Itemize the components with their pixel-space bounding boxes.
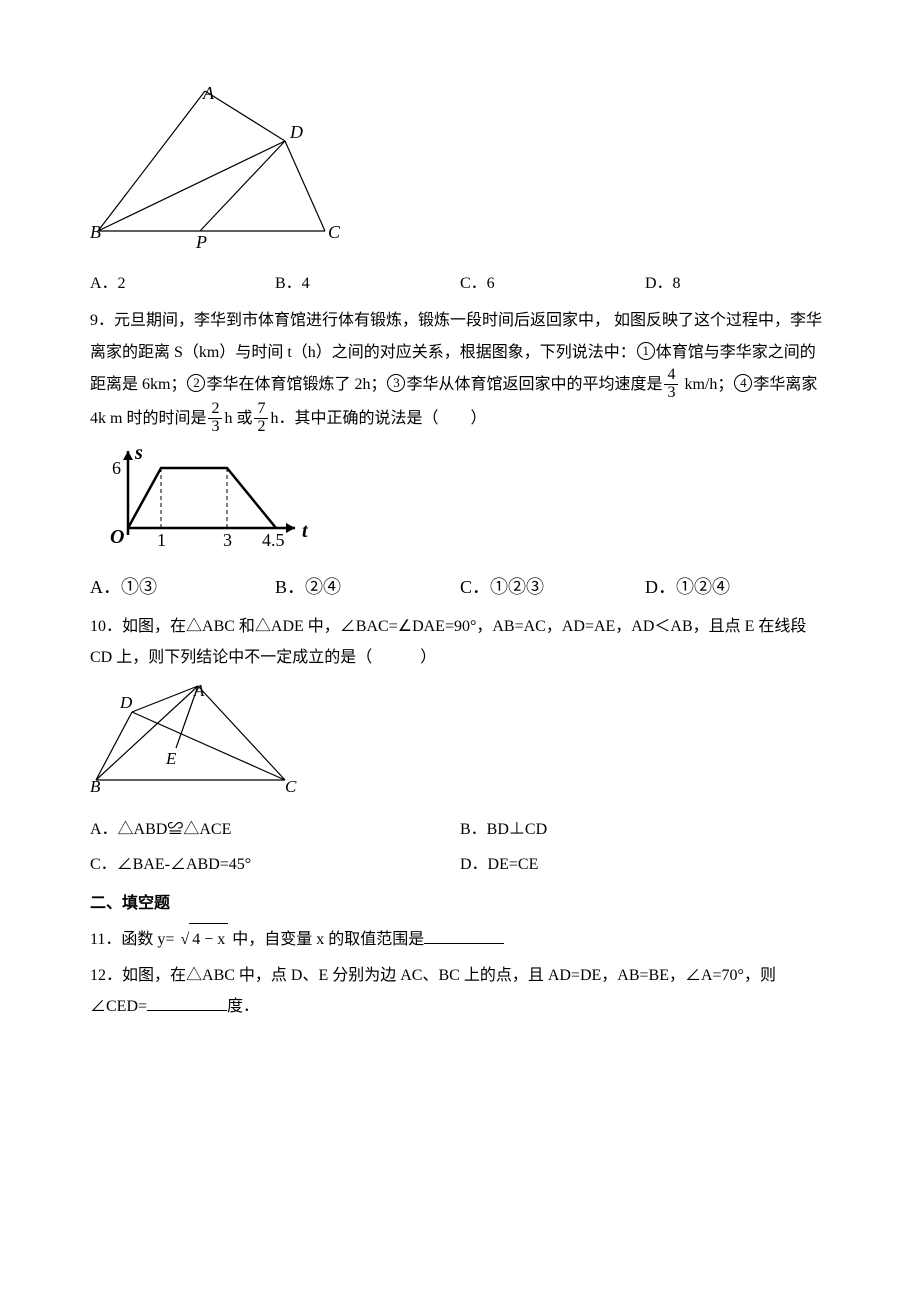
label-B2: B (90, 777, 101, 795)
label-E2: E (165, 749, 177, 768)
circled-1: 1 (637, 342, 655, 360)
q10-options: A．△ABD≌△ACE B．BD⊥CD C．∠BAE-∠ABD=45° D．DE… (90, 812, 830, 882)
q8-figure: A B P C D (90, 86, 830, 262)
label-A2: A (193, 681, 205, 700)
q9-s3-unit: km/h； (684, 376, 733, 393)
q10-text: 10．如图，在△ABC 和△ADE 中，∠BAC=∠DAE=90°，AB=AC，… (90, 611, 830, 673)
circled-3: 3 (387, 374, 405, 392)
sqrt-icon: √4 − x (180, 923, 228, 955)
q11-number: 11． (90, 931, 121, 948)
q10-svg: A D E B C (90, 680, 300, 795)
label-P: P (195, 232, 207, 251)
q10-option-c: C．∠BAE-∠ABD=45° (90, 849, 460, 880)
q10-figure: A D E B C (90, 680, 830, 806)
q8-option-b: B．4 (275, 268, 460, 299)
q8-option-d: D．8 (645, 268, 830, 299)
q10-option-a: A．△ABD≌△ACE (90, 814, 460, 845)
ytick-6: 6 (112, 458, 121, 478)
section-2-title: 二、填空题 (90, 888, 830, 919)
label-B: B (90, 222, 101, 242)
q9-chart: 6 1 3 4.5 s t O (90, 443, 830, 564)
q8-options: A．2 B．4 C．6 D．8 (90, 268, 830, 299)
q9-options: A．①③ B．②④ C．①②③ D．①②④ (90, 570, 830, 605)
q12-text: 12．如图，在△ABC 中，点 D、E 分别为边 AC、BC 上的点，且 AD=… (90, 960, 830, 1022)
q9-option-b: B．②④ (275, 570, 460, 605)
q9-option-d: D．①②④ (645, 570, 830, 605)
q10-body: 如图，在△ABC 和△ADE 中，∠BAC=∠DAE=90°，AB=AC，AD=… (90, 618, 806, 666)
origin-O: O (110, 526, 124, 548)
circled-4: 4 (734, 374, 752, 392)
q10-option-b: B．BD⊥CD (460, 814, 830, 845)
label-D2: D (119, 693, 133, 712)
q9-s2: 李华在体育馆锻炼了 2h； (206, 376, 386, 393)
q8-option-c: C．6 (460, 268, 645, 299)
q11-post: 中，自变量 x 的取值范围是 (228, 931, 424, 948)
q9-s4-mid: h 或 (224, 410, 252, 427)
q8-option-a: A．2 (90, 268, 275, 299)
axis-t: t (302, 520, 309, 542)
frac-7-2: 72 (254, 401, 268, 436)
q9-text: 9．元旦期间，李华到市体育馆进行体有锻炼，锻炼一段时间后返回家中， 如图反映了这… (90, 305, 830, 437)
q9-option-c: C．①②③ (460, 570, 645, 605)
axis-s: s (134, 443, 143, 464)
q12-number: 12． (90, 967, 122, 984)
frac-2-3: 23 (208, 401, 222, 436)
q9-number: 9． (90, 312, 114, 329)
xtick-1: 1 (157, 530, 166, 550)
q9-option-a: A．①③ (90, 570, 275, 605)
label-D: D (289, 122, 303, 142)
label-C: C (328, 222, 340, 242)
q9-svg: 6 1 3 4.5 s t O (90, 443, 320, 553)
q12-post: 度． (227, 998, 259, 1015)
label-A: A (202, 86, 215, 103)
q9-s3: 李华从体育馆返回家中的平均速度是 (406, 376, 662, 393)
label-C2: C (285, 777, 297, 795)
circled-2: 2 (187, 374, 205, 392)
xtick-4-5: 4.5 (262, 530, 285, 550)
q11-text: 11．函数 y= √4 − x 中，自变量 x 的取值范围是 (90, 923, 830, 955)
q10-number: 10． (90, 618, 122, 635)
q11-radicand: 4 − x (189, 923, 228, 955)
frac-4-3: 43 (664, 367, 678, 402)
q10-option-d: D．DE=CE (460, 849, 830, 880)
q11-pre: 函数 y= (121, 931, 178, 948)
q8-svg: A B P C D (90, 86, 340, 251)
q12-blank (147, 996, 227, 1010)
q9-s4-end: h．其中正确的说法是（ ） (270, 410, 486, 427)
xtick-3: 3 (223, 530, 232, 550)
q11-blank (424, 930, 504, 944)
